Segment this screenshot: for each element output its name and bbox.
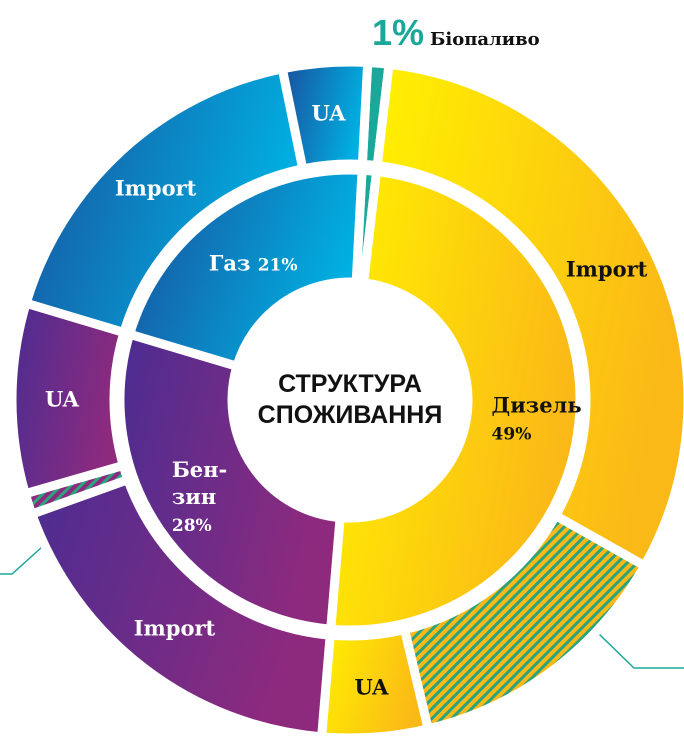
segment-label: Дизель 49% [492, 392, 587, 447]
leader-line [0, 537, 53, 575]
outer-segment [372, 59, 684, 572]
segment-label: UA [354, 674, 389, 700]
segment-label: Газ 21% [153, 249, 353, 276]
segment-label: Import [565, 256, 648, 282]
segment-label: UA [311, 100, 346, 126]
segment-label: Import [114, 174, 197, 200]
category-label: Біопаливо [430, 29, 540, 50]
value-label: 28% [171, 516, 212, 537]
biofuel-label: 1% Біопаливо [372, 12, 540, 54]
value-label: 21% [257, 255, 298, 276]
category-label: Бен-зин [171, 456, 228, 510]
outer-segment [317, 624, 434, 736]
segment-label: Import [133, 615, 216, 641]
segment-label: Бен-зин 28% [172, 456, 244, 538]
outer-segment [277, 57, 373, 175]
inner-segment [115, 328, 345, 635]
chart-title: СТРУКТУРА СПОЖИВАННЯ [257, 369, 443, 429]
value-label: 1% [372, 12, 425, 53]
inner-segment [325, 166, 585, 635]
category-label: Дизель [491, 392, 582, 418]
category-label: Газ [208, 250, 251, 276]
value-label: 49% [491, 424, 532, 445]
inner-segment [124, 165, 367, 372]
segment-label: UA [45, 385, 79, 411]
